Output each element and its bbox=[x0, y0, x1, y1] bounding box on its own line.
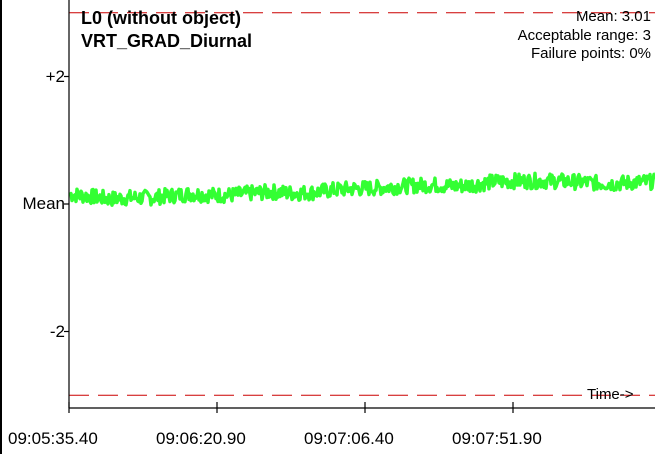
chart-title: L0 (without object) bbox=[81, 8, 241, 28]
y-tick-label: +2 bbox=[45, 66, 65, 86]
y-tick-label: Mean bbox=[22, 194, 65, 213]
chart-subtitle: VRT_GRAD_Diurnal bbox=[81, 31, 253, 51]
x-tick-label: 09:07:06.40 bbox=[304, 429, 394, 448]
y-tick-label: -2 bbox=[49, 321, 65, 341]
x-tick-label: 09:06:20.90 bbox=[156, 429, 246, 448]
acceptable-range-stat: Acceptable range: 3 bbox=[517, 27, 651, 44]
x-axis-label: Time-> bbox=[587, 386, 634, 403]
x-tick-label: 09:07:51.90 bbox=[452, 429, 542, 448]
mean-stat: Mean: 3.01 bbox=[575, 8, 651, 25]
series-line bbox=[68, 171, 655, 207]
failure-points-stat: Failure points: 0% bbox=[530, 45, 651, 62]
x-tick-label: 09:05:35.40 bbox=[8, 429, 98, 448]
left-black-bar bbox=[0, 0, 2, 454]
